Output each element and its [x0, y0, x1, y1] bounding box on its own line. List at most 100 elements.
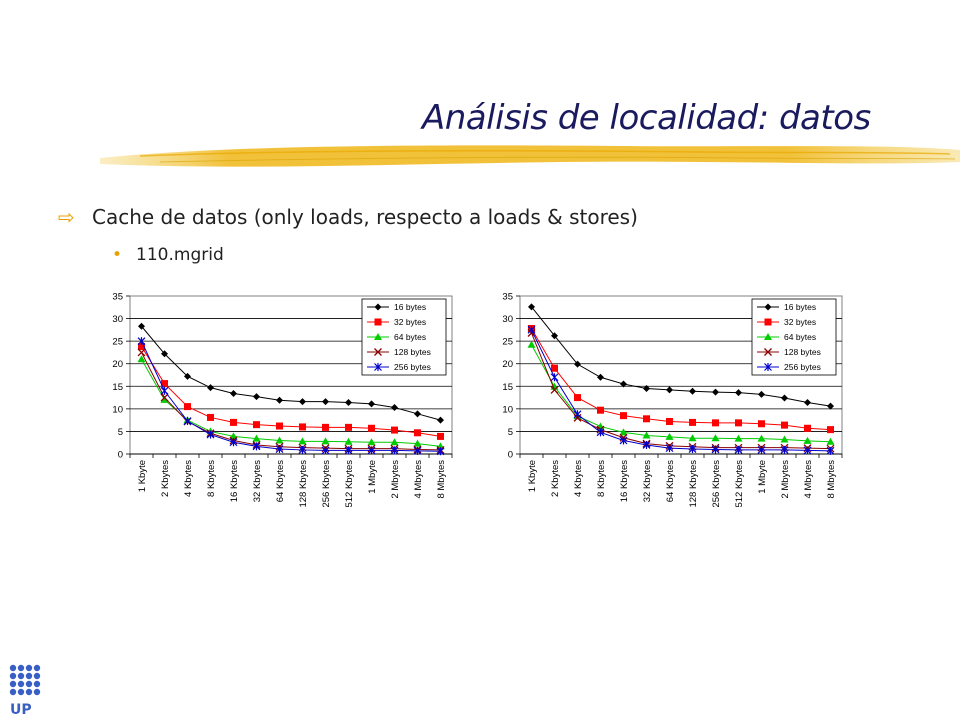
data-point [827, 402, 834, 410]
bullet2-text: 110.mgrid [136, 245, 224, 265]
data-point [276, 422, 283, 430]
data-point [734, 434, 743, 442]
x-tick-label: 4 Mbytes [413, 460, 424, 499]
data-point [230, 390, 237, 398]
data-point [712, 388, 719, 396]
chart-loads-stores: 0 5 10 15 20 25 30 35 1 Kbyte 2 Kbytes 4 Kbytes 8 K… [502, 292, 843, 508]
legend-marker [764, 348, 772, 356]
data-point [780, 445, 789, 454]
data-point [711, 434, 720, 442]
x-tick-label: 16 Kbytes [619, 460, 630, 502]
data-point [666, 386, 673, 394]
data-point [391, 426, 398, 434]
data-point [620, 412, 627, 420]
x-tick-label: 8 Kbytes [596, 460, 607, 497]
data-point [527, 340, 536, 348]
x-tick-label: 128 Kbytes [298, 460, 309, 508]
x-tick-label: 8 Mbytes [436, 460, 447, 499]
data-point [826, 437, 835, 445]
data-point [596, 428, 605, 437]
data-point [321, 446, 330, 455]
data-point [160, 386, 169, 395]
slide-title: Análisis de localidad: datos [422, 98, 871, 138]
legend-label: 16 bytes [394, 302, 426, 312]
data-point [757, 445, 766, 454]
legend-label: 32 bytes [394, 317, 426, 327]
data-point [826, 446, 835, 455]
data-point [780, 435, 789, 443]
y-tick-label: 15 [502, 382, 513, 393]
legend-marker [374, 303, 382, 311]
series-4 [137, 337, 445, 456]
x-tick-label: 256 Kbytes [711, 460, 722, 508]
data-point [550, 385, 559, 394]
x-tick-label: 4 Mbytes [803, 460, 814, 499]
data-point [804, 424, 811, 432]
series-line [531, 332, 831, 450]
data-point [368, 400, 375, 408]
series-1 [138, 343, 444, 440]
data-point [574, 394, 581, 402]
data-point [574, 360, 581, 368]
data-point [322, 423, 329, 431]
data-point [390, 438, 399, 446]
data-point [183, 417, 192, 426]
legend: 16 bytes 32 bytes 64 bytes 128 bytes 256 byt… [361, 298, 447, 376]
series-line [531, 328, 831, 431]
y-tick-label: 35 [502, 292, 513, 303]
data-point [735, 419, 742, 427]
data-point [414, 429, 421, 437]
data-point [619, 436, 628, 445]
y-tick-label: 35 [112, 292, 123, 303]
data-point [527, 325, 536, 334]
data-point [665, 444, 674, 453]
data-point [643, 385, 650, 393]
y-tick-label: 20 [502, 359, 513, 370]
data-point [688, 445, 697, 454]
data-point [597, 373, 604, 381]
legend-label: 16 bytes [784, 302, 816, 312]
data-point [276, 396, 283, 404]
data-point [712, 419, 719, 427]
legend-marker [764, 363, 772, 371]
data-point [643, 415, 650, 423]
data-point [321, 437, 330, 445]
data-point [344, 437, 353, 445]
data-point [528, 303, 535, 311]
data-point [711, 445, 720, 454]
x-tick-label: 2 Mbytes [390, 460, 401, 499]
legend-label: 256 bytes [394, 362, 431, 372]
y-tick-label: 0 [508, 450, 513, 461]
data-point [137, 348, 146, 357]
x-tick-label: 512 Kbytes [734, 460, 745, 508]
data-point [827, 426, 834, 434]
data-point [206, 430, 215, 439]
series-0 [528, 303, 834, 410]
data-point [758, 390, 765, 398]
data-point [252, 442, 261, 451]
x-tick-label: 64 Kbytes [665, 460, 676, 502]
data-point [437, 432, 444, 440]
data-point [367, 446, 376, 455]
data-point [620, 380, 627, 388]
data-point [207, 384, 214, 392]
y-tick-label: 15 [112, 382, 123, 393]
legend-label: 256 bytes [784, 362, 821, 372]
legend-marker [764, 303, 772, 311]
x-tick-label: 256 Kbytes [321, 460, 332, 508]
data-point [345, 423, 352, 431]
data-point [413, 446, 422, 455]
x-tick-label: 2 Mbytes [780, 460, 791, 499]
data-point [275, 445, 284, 454]
data-point [550, 373, 559, 382]
data-point [322, 398, 329, 406]
data-point [137, 355, 146, 363]
data-point [573, 410, 582, 419]
x-tick-label: 1 Kbyte [137, 460, 148, 492]
data-point [160, 395, 169, 403]
legend-marker [374, 318, 382, 326]
legend-marker [374, 363, 382, 371]
data-point [391, 404, 398, 412]
data-point [436, 447, 445, 456]
data-point [642, 431, 651, 439]
